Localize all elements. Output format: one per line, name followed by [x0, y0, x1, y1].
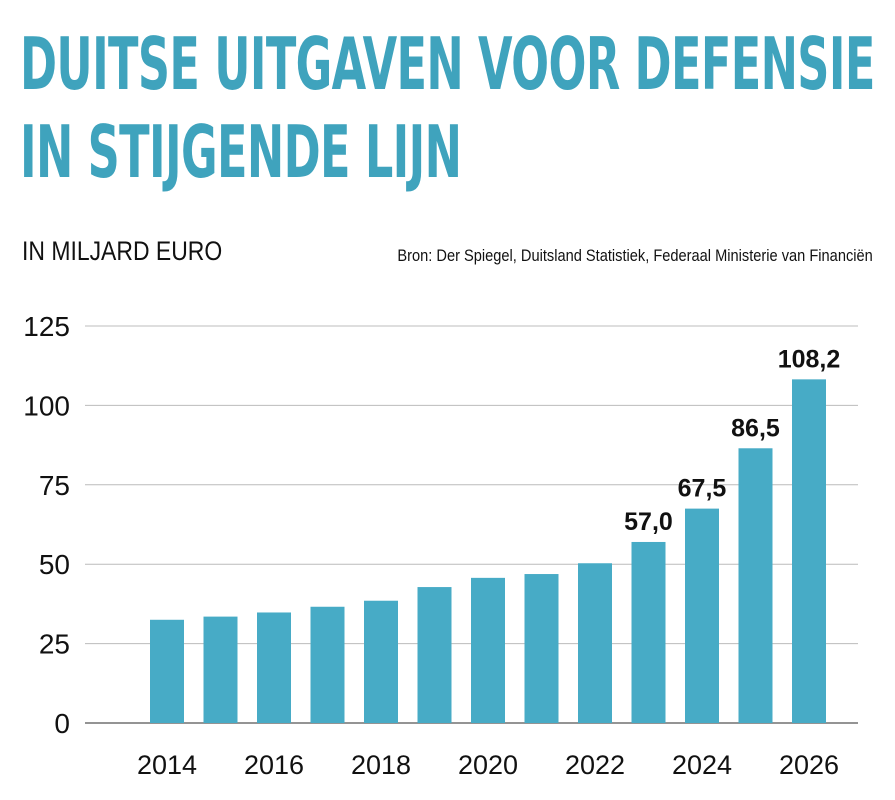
bar-2020	[471, 577, 505, 723]
bar-2022	[578, 563, 612, 723]
y-tick-label: 0	[54, 708, 70, 739]
y-tick-label: 50	[39, 549, 70, 580]
title-line-2: IN STIJGENDE LIJN	[20, 110, 462, 194]
bar-2018	[364, 600, 398, 723]
y-tick-label: 125	[23, 311, 70, 342]
x-tick-label-2026: 2026	[779, 750, 839, 780]
y-tick-label: 75	[39, 470, 70, 501]
bar-2025	[738, 448, 773, 723]
data-label-2026: 108,2	[778, 345, 841, 373]
bar-2021	[524, 574, 559, 723]
bar-2026	[792, 379, 826, 723]
bar-2024	[685, 508, 719, 723]
chart-title: DUITSE UITGAVEN VOOR DEFENSIE IN STIJGEN…	[20, 20, 875, 196]
data-label-2023: 57,0	[624, 508, 673, 536]
unit-label: IN MILJARD EURO	[22, 236, 223, 266]
title-line-1: DUITSE UITGAVEN VOOR DEFENSIE	[20, 22, 875, 106]
data-label-2025: 86,5	[731, 414, 780, 442]
x-tick-label-2016: 2016	[244, 750, 304, 780]
bar-2015	[203, 616, 238, 723]
x-tick-label-2014: 2014	[137, 750, 197, 780]
bar-2017	[310, 606, 345, 723]
bars	[150, 379, 826, 723]
x-tick-label-2024: 2024	[672, 750, 732, 780]
y-tick-label: 100	[23, 390, 70, 421]
bar-2016	[257, 612, 291, 723]
source-note: Bron: Der Spiegel, Duitsland Statistiek,…	[397, 246, 873, 265]
y-tick-label: 25	[39, 629, 70, 660]
bar-2014	[150, 619, 184, 723]
y-axis-ticks: 0 25 50 75 100 125	[23, 311, 70, 739]
bar-2023	[631, 541, 666, 723]
x-tick-label-2018: 2018	[351, 750, 411, 780]
x-tick-label-2020: 2020	[458, 750, 518, 780]
data-labels: 57,067,5 86,5 108,2	[624, 345, 840, 536]
x-tick-label-2022: 2022	[565, 750, 625, 780]
x-axis-ticks: 2014 2016 2018 2020 2022 2024 2026	[137, 750, 839, 780]
bar-2019	[417, 587, 452, 723]
data-label-2024: 67,5	[678, 475, 727, 503]
